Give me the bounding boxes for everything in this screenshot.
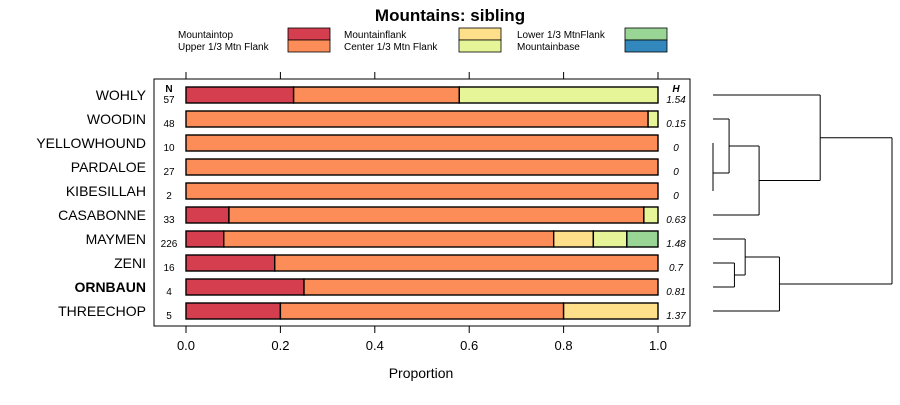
legend-center-1-3-mtn-flank-swatch	[458, 39, 502, 53]
row-label-ornbaun: ORNBAUN	[74, 279, 146, 295]
bar-threechop-mountaintop	[185, 302, 282, 320]
bar-pardaloe-upper-1-3-mtn-flank	[185, 158, 659, 176]
legend-lower-1-3-mtnflank-swatch	[624, 27, 668, 41]
h-value-yellowhound: 0	[673, 143, 679, 154]
bar-wohly-center-1-3-mtn-flank	[458, 86, 659, 104]
bar-maymen-upper-1-3-mtn-flank	[223, 230, 555, 248]
bar-wohly-upper-1-3-mtn-flank	[292, 86, 460, 104]
bar-kibesillah-upper-1-3-mtn-flank	[185, 182, 659, 200]
bar-threechop-upper-1-3-mtn-flank	[279, 302, 565, 320]
legend-mountaintop-swatch	[287, 27, 331, 41]
bar-yellowhound-upper-1-3-mtn-flank	[185, 134, 659, 152]
x-tick-label: 0.8	[555, 338, 573, 353]
bar-maymen-center-1-3-mtn-flank	[592, 230, 628, 248]
legend-upper-1-3-mtn-flank-swatch	[287, 39, 331, 53]
bar-casabonne-center-1-3-mtn-flank	[643, 206, 659, 224]
h-value-threechop: 1.37	[666, 311, 686, 322]
n-value-kibesillah: 2	[166, 191, 172, 202]
n-value-wohly: 57	[163, 95, 175, 106]
h-value-zeni: 0.7	[669, 263, 683, 274]
n-value-zeni: 16	[163, 263, 175, 274]
h-value-ornbaun: 0.81	[666, 287, 685, 298]
legend-mountainbase-label: Mountainbase	[517, 42, 580, 53]
bar-casabonne-upper-1-3-mtn-flank	[228, 206, 645, 224]
bar-casabonne-mountaintop	[185, 206, 230, 224]
n-value-ornbaun: 4	[166, 287, 172, 298]
n-value-pardaloe: 27	[163, 167, 175, 178]
row-label-casabonne: CASABONNE	[58, 207, 146, 223]
plot-frame	[153, 78, 691, 327]
bar-maymen-mountaintop	[185, 230, 225, 248]
bar-zeni-mountaintop	[185, 254, 276, 272]
legend-upper-1-3-mtn-flank-label: Upper 1/3 Mtn Flank	[178, 42, 270, 53]
row-label-threechop: THREECHOP	[58, 303, 146, 319]
h-value-maymen: 1.48	[666, 239, 686, 250]
legend-mountainflank-label: Mountainflank	[344, 30, 407, 41]
x-tick-label: 1.0	[649, 338, 667, 353]
x-axis-title: Proportion	[389, 365, 454, 381]
n-column-header: N	[165, 84, 172, 95]
legend-center-1-3-mtn-flank-label: Center 1/3 Mtn Flank	[344, 42, 438, 53]
n-value-maymen: 226	[161, 239, 178, 250]
bar-maymen-lower-1-3-mtnflank	[626, 230, 659, 248]
chart-title: Mountains: sibling	[375, 6, 525, 25]
row-label-maymen: MAYMEN	[86, 231, 146, 247]
bar-ornbaun-upper-1-3-mtn-flank	[303, 278, 659, 296]
h-value-woodin: 0.15	[666, 119, 686, 130]
legend-mountainflank-swatch	[458, 27, 502, 41]
x-tick-label: 0.2	[271, 338, 289, 353]
row-label-woodin: WOODIN	[87, 111, 146, 127]
x-axis: 0.0 0.2 0.4 0.6 0.8 1.0	[177, 72, 667, 353]
h-column-header: H	[672, 84, 680, 95]
bar-ornbaun-mountaintop	[185, 278, 305, 296]
n-value-yellowhound: 10	[163, 143, 175, 154]
bar-zeni-upper-1-3-mtn-flank	[274, 254, 659, 272]
h-value-kibesillah: 0	[673, 191, 679, 202]
row-label-zeni: ZENI	[114, 255, 146, 271]
h-value-wohly: 1.54	[666, 95, 686, 106]
dendrogram	[712, 94, 893, 312]
bar-woodin-center-1-3-mtn-flank	[647, 110, 659, 128]
x-tick-label: 0.4	[366, 338, 384, 353]
h-value-pardaloe: 0	[673, 167, 679, 178]
legend-mountaintop-label: Mountaintop	[178, 30, 233, 41]
bar-woodin-upper-1-3-mtn-flank	[185, 110, 649, 128]
n-value-woodin: 48	[163, 119, 175, 130]
labels-layer: WOHLY 57 1.54 WOODIN 48 0.15 YELLOWHOUND 10 0 PAR…	[36, 87, 686, 322]
legend-mountainbase-swatch	[624, 39, 668, 53]
legend-lower-1-3-mtnflank-label: Lower 1/3 MtnFlank	[517, 30, 606, 41]
x-tick-label: 0.0	[177, 338, 195, 353]
bars-layer	[185, 86, 659, 320]
bar-maymen-mountainflank	[552, 230, 595, 248]
n-value-casabonne: 33	[163, 215, 175, 226]
row-label-wohly: WOHLY	[96, 87, 147, 103]
x-tick-label: 0.6	[460, 338, 478, 353]
n-value-threechop: 5	[166, 311, 172, 322]
row-label-pardaloe: PARDALOE	[71, 159, 146, 175]
bar-threechop-mountainflank	[562, 302, 659, 320]
bar-wohly-mountaintop	[185, 86, 295, 104]
h-value-casabonne: 0.63	[666, 215, 686, 226]
row-label-kibesillah: KIBESILLAH	[66, 183, 146, 199]
row-label-yellowhound: YELLOWHOUND	[36, 135, 146, 151]
